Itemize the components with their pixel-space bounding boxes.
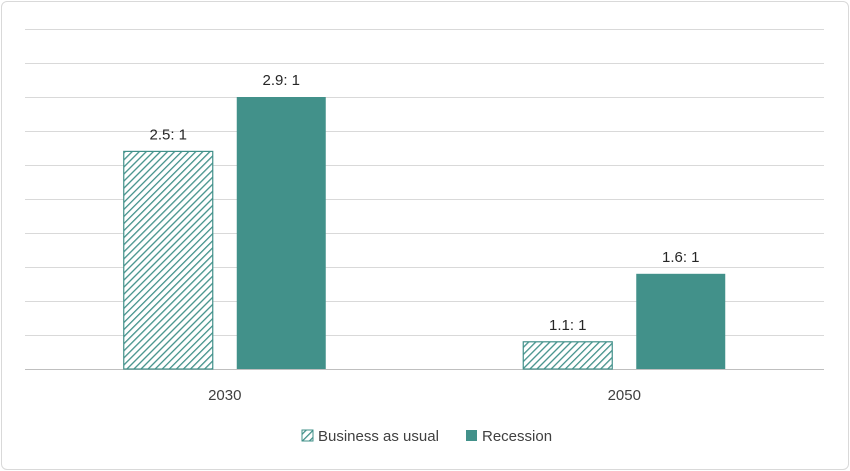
legend-label: Business as usual — [318, 428, 439, 445]
bar-recession-2050 — [636, 273, 726, 369]
data-labels: 2.5: 1 2.9: 1 1.1: 1 1.6: 1 — [149, 72, 699, 334]
legend-swatch-business-as-usual — [301, 429, 314, 442]
x-axis-ticks: 2030 2050 — [208, 387, 641, 404]
legend-label: Recession — [482, 428, 552, 445]
bar-business-as-usual-2030 — [123, 150, 214, 370]
bars — [123, 97, 726, 370]
bar-recession-2030 — [236, 97, 326, 369]
data-label: 2.9: 1 — [262, 72, 300, 89]
bar-business-as-usual-2050 — [522, 341, 613, 370]
x-tick-label: 2030 — [208, 387, 241, 404]
data-label: 2.5: 1 — [149, 126, 187, 143]
data-label: 1.6: 1 — [662, 249, 700, 266]
x-tick-label: 2050 — [608, 387, 641, 404]
legend: Business as usual Recession — [301, 428, 552, 445]
data-label: 1.1: 1 — [549, 317, 587, 334]
legend-swatch-recession — [466, 430, 477, 441]
